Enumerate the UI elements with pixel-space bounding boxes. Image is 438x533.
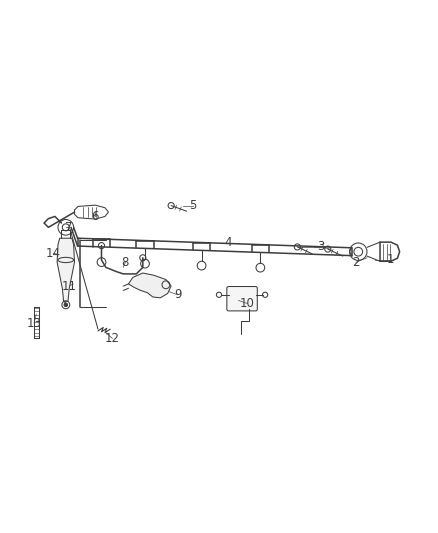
Text: 4: 4 bbox=[224, 236, 231, 249]
Text: 9: 9 bbox=[174, 288, 181, 301]
Circle shape bbox=[64, 303, 67, 306]
Text: 10: 10 bbox=[240, 297, 255, 310]
Text: 6: 6 bbox=[91, 210, 99, 223]
Text: 11: 11 bbox=[61, 280, 76, 293]
Text: 14: 14 bbox=[46, 247, 61, 260]
Text: 13: 13 bbox=[27, 317, 42, 329]
Text: 5: 5 bbox=[189, 199, 197, 212]
Text: 1: 1 bbox=[387, 254, 395, 266]
Text: 3: 3 bbox=[318, 240, 325, 253]
Polygon shape bbox=[57, 238, 74, 301]
Text: 12: 12 bbox=[105, 332, 120, 345]
Polygon shape bbox=[128, 273, 171, 298]
Text: 2: 2 bbox=[352, 256, 360, 269]
FancyBboxPatch shape bbox=[227, 287, 257, 311]
Text: 8: 8 bbox=[122, 256, 129, 269]
Text: 7: 7 bbox=[65, 221, 73, 234]
